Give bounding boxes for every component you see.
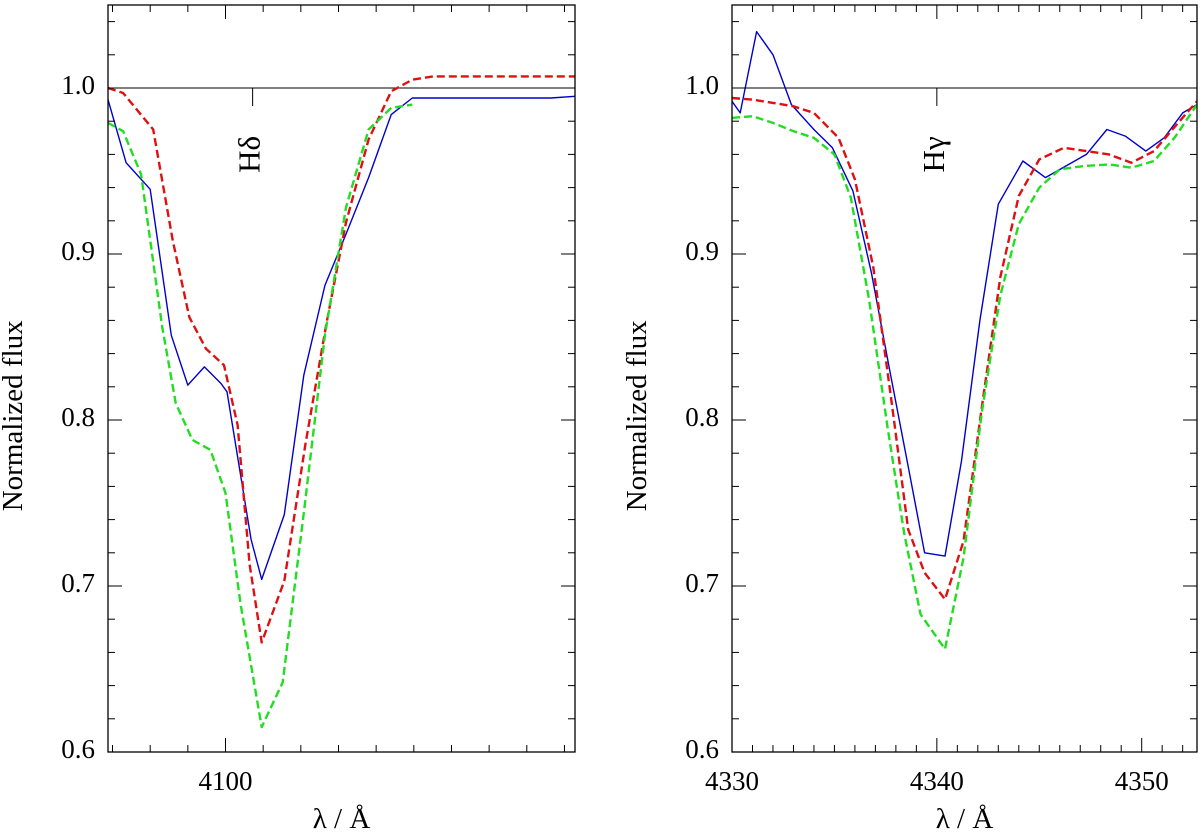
series-line-model-red [732,96,1197,601]
y-tick-label: 0.6 [685,734,719,764]
x-tick-label: 4330 [705,766,759,796]
y-tick-label: 0.7 [685,568,719,598]
x-tick-label: 4350 [1115,766,1169,796]
y-tick-label: 0.9 [685,236,719,266]
y-tick-label: 0.7 [61,568,95,598]
spectral-line-label: Hδ [232,136,267,173]
y-tick-label: 0.9 [61,236,95,266]
y-axis-title: Normalized flux [0,320,29,511]
panel-hdelta: Hδ 0.6 0.7 0.8 0.9 1.0 4100 λ / Å Normalized flu… [0,4,576,835]
x-axis-title: λ / Å [313,803,371,832]
series-line-model-red [108,75,575,644]
spectral-line-label: Hγ [916,136,951,172]
panel-hgamma: Hγ 0.6 0.7 0.8 0.9 1.0 4330 4340 4350 λ / Å Normal… [621,4,1198,835]
series-line-observed [732,30,1197,557]
x-axis-title: λ / Å [936,803,994,832]
y-tick-label: 1.0 [61,70,95,100]
y-tick-label: 1.0 [685,70,719,100]
series-line-observed [108,95,575,581]
x-tick-label: 4340 [910,766,964,796]
x-tick-label: 4100 [199,766,253,796]
plot-frame [107,4,576,753]
y-tick-label: 0.6 [61,734,95,764]
y-tick-label: 0.8 [685,402,719,432]
y-axis-title: Normalized flux [621,320,653,511]
series-line-model-green [108,103,413,729]
series-line-model-green [732,103,1197,651]
plot-frame [731,4,1198,753]
y-tick-label: 0.8 [61,402,95,432]
